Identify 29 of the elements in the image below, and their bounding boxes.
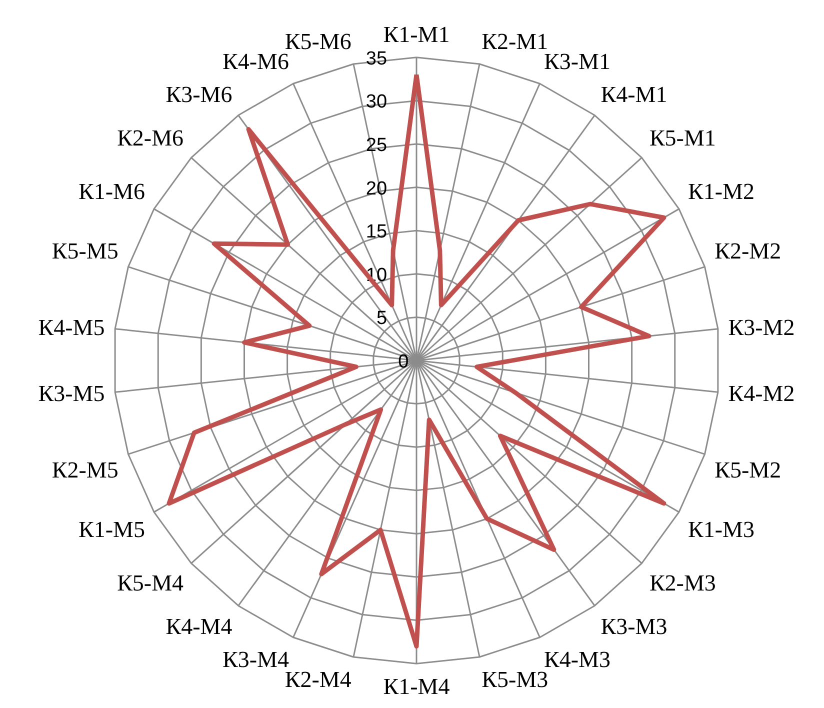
spoke-label: К2-М2 [714, 238, 782, 264]
spoke-label: К5-М1 [649, 126, 716, 151]
spoke-label: К4-М5 [38, 315, 105, 340]
spoke-label: К1-М4 [383, 674, 450, 699]
spoke-label: К1-М5 [78, 517, 146, 542]
spoke-label: К2-М5 [52, 457, 118, 482]
spoke-label: К4-М2 [728, 380, 795, 406]
spoke-label: К5-М2 [714, 457, 782, 482]
y-tick-label: 20 [366, 178, 388, 200]
y-tick-label: 35 [366, 48, 388, 70]
y-tick-label: 25 [366, 135, 388, 156]
spoke-label: К4-М1 [600, 82, 668, 107]
spoke-label: К3-М6 [166, 82, 232, 107]
y-tick-label: 30 [366, 92, 388, 113]
spoke-label: К2-М6 [117, 126, 184, 151]
spoke-label: К4-М4 [166, 614, 233, 640]
y-tick-label: 0 [398, 352, 409, 372]
spoke-label: К3-М3 [600, 614, 668, 640]
y-tick-label: 5 [376, 308, 388, 330]
spoke-label: К1-М2 [688, 178, 754, 204]
spoke-label: К1-М6 [78, 178, 146, 204]
spoke-label: К5-М5 [52, 238, 118, 264]
y-tick-label: 15 [366, 222, 388, 243]
spoke-label: К1-М1 [383, 22, 450, 48]
spoke-label: К3-М2 [728, 315, 795, 340]
spoke-label: К5-М4 [117, 570, 184, 596]
spoke-label: К2-М3 [649, 570, 716, 596]
spoke-label: К1-М3 [688, 517, 754, 542]
spoke-label: К3-М5 [38, 380, 105, 406]
